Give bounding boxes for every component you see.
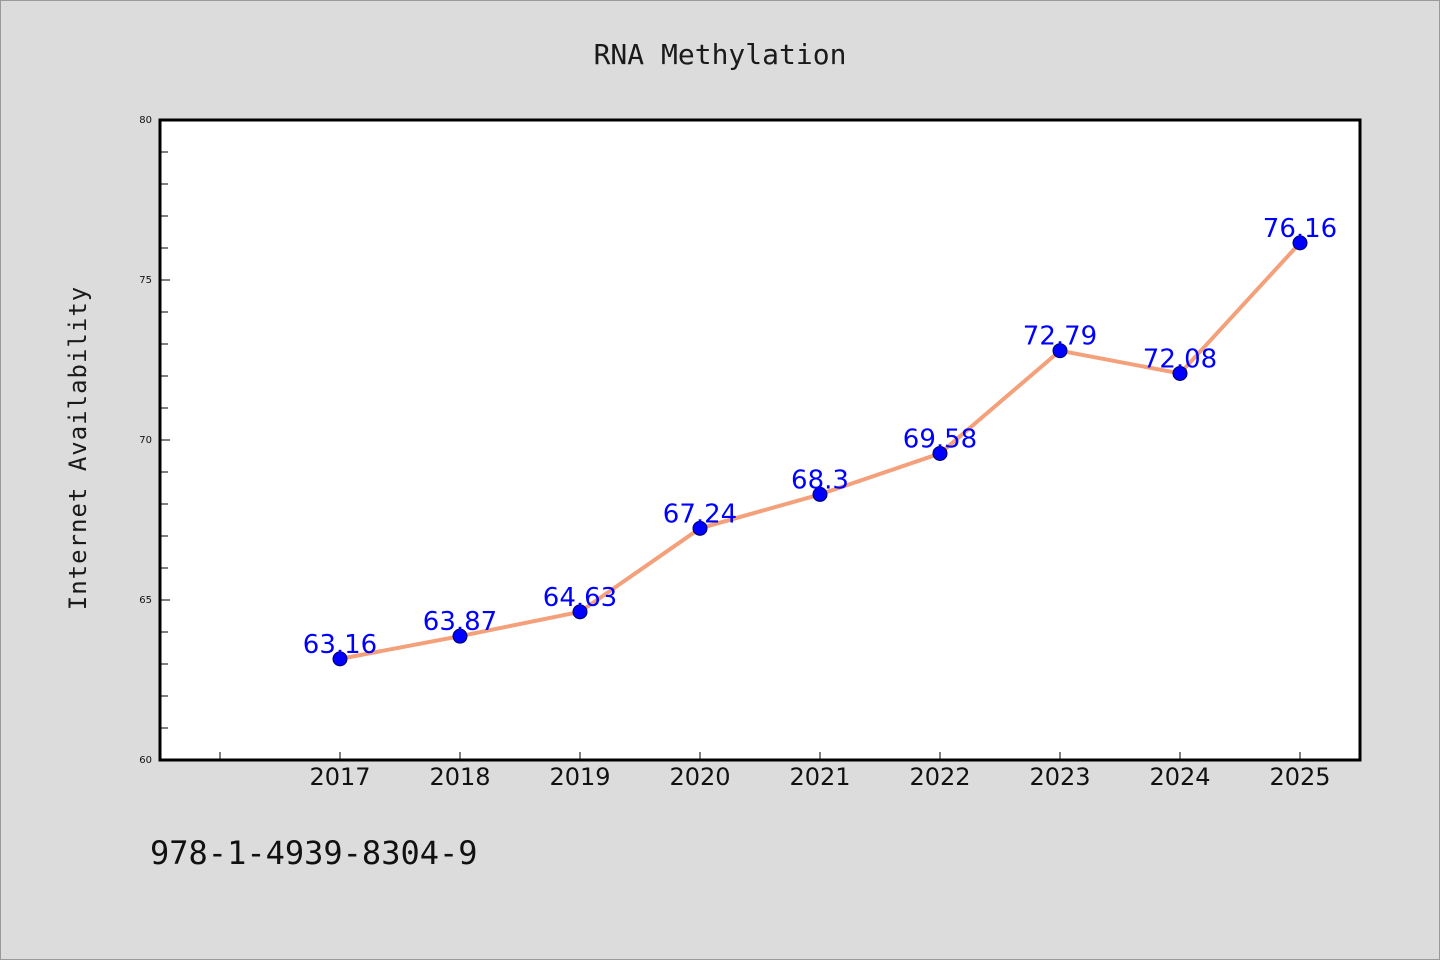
y-axis-label: Internet Availability bbox=[64, 286, 92, 610]
x-tick-label: 2024 bbox=[1149, 763, 1210, 791]
y-tick-label: 70 bbox=[139, 435, 152, 446]
data-point bbox=[452, 628, 468, 644]
data-label: 64.63 bbox=[543, 583, 617, 613]
data-point bbox=[1172, 365, 1188, 381]
data-label: 72.79 bbox=[1023, 322, 1097, 352]
y-tick-label: 60 bbox=[139, 755, 152, 766]
x-tick-label: 2017 bbox=[309, 763, 370, 791]
data-labels: 63.16 63.87 64.63 67.24 68.3 69.58 72.79 72.08 7… bbox=[303, 214, 1337, 660]
data-point bbox=[932, 445, 948, 461]
y-tick-label: 80 bbox=[139, 115, 152, 126]
data-markers bbox=[332, 235, 1308, 667]
data-point bbox=[692, 520, 708, 536]
data-label: 72.08 bbox=[1143, 344, 1217, 374]
data-label: 69.58 bbox=[903, 424, 977, 454]
data-label: 67.24 bbox=[663, 499, 737, 529]
data-label: 63.16 bbox=[303, 630, 377, 660]
isbn-text: 978-1-4939-8304-9 bbox=[150, 834, 478, 872]
data-point bbox=[572, 604, 588, 620]
x-tick-label: 2023 bbox=[1029, 763, 1090, 791]
y-tick-label: 65 bbox=[139, 595, 152, 606]
x-tick-label: 2018 bbox=[429, 763, 490, 791]
data-point bbox=[1292, 235, 1308, 251]
x-tick-label: 2022 bbox=[909, 763, 970, 791]
data-label: 63.87 bbox=[423, 607, 497, 637]
x-tick-label: 2021 bbox=[789, 763, 850, 791]
x-axis: 2017 2018 2019 2020 2021 2022 2023 2024 2025 bbox=[219, 752, 1331, 791]
plot-frame bbox=[158, 118, 1362, 762]
y-axis: 60 65 70 75 80 bbox=[139, 115, 170, 766]
chart-title: RNA Methylation bbox=[594, 38, 847, 71]
data-label: 68.3 bbox=[791, 465, 849, 495]
data-point bbox=[332, 651, 348, 667]
data-point bbox=[1052, 343, 1068, 359]
x-tick-label: 2019 bbox=[549, 763, 610, 791]
x-tick-label: 2025 bbox=[1269, 763, 1330, 791]
y-tick-label: 75 bbox=[139, 275, 152, 286]
x-tick-label: 2020 bbox=[669, 763, 730, 791]
data-point bbox=[812, 486, 828, 502]
data-label: 76.16 bbox=[1263, 214, 1337, 244]
